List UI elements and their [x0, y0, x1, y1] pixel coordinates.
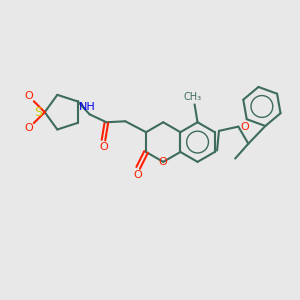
- Text: O: O: [134, 170, 142, 180]
- Text: O: O: [25, 91, 33, 101]
- Text: CH₃: CH₃: [184, 92, 202, 103]
- Text: O: O: [25, 123, 33, 133]
- Text: O: O: [241, 122, 250, 132]
- Text: O: O: [159, 157, 168, 167]
- Text: O: O: [99, 142, 108, 152]
- Text: NH: NH: [79, 102, 96, 112]
- Text: S: S: [34, 106, 42, 119]
